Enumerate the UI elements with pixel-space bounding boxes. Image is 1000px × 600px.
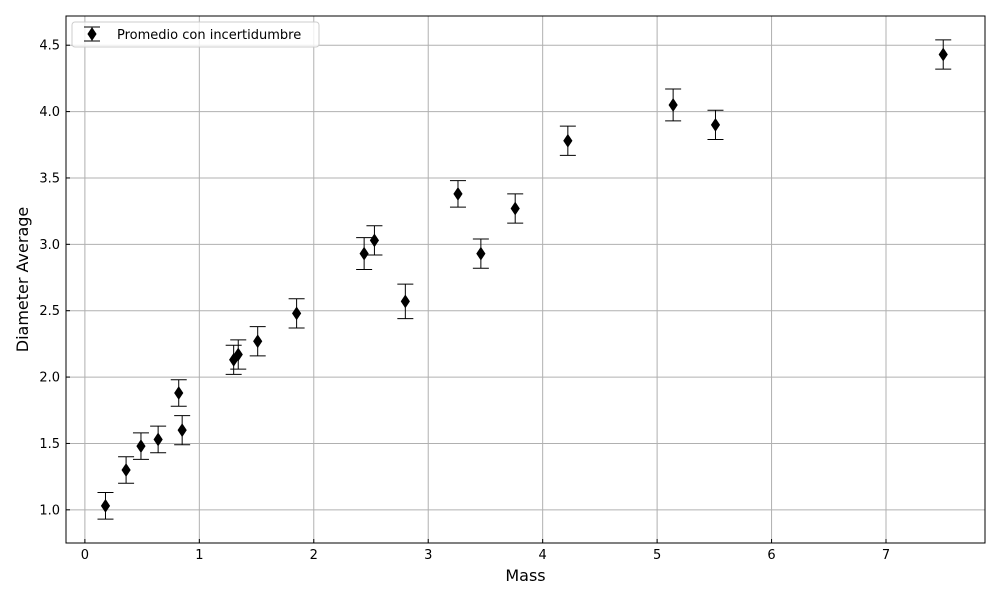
data-marker <box>400 294 410 309</box>
y-tick-label: 1.5 <box>39 437 60 452</box>
data-point <box>507 193 524 224</box>
y-tick-label: 2.5 <box>39 304 60 319</box>
x-tick-label: 5 <box>653 548 661 563</box>
data-marker <box>938 47 948 62</box>
data-point <box>935 39 952 70</box>
data-marker <box>563 133 573 148</box>
data-marker <box>233 347 243 362</box>
data-marker <box>510 201 520 216</box>
data-marker <box>174 386 184 400</box>
x-tick-label: 7 <box>882 548 890 563</box>
data-marker <box>668 98 678 112</box>
data-marker <box>476 246 486 261</box>
grid-lines <box>66 16 985 543</box>
data-point <box>366 225 383 256</box>
y-axis-label: Diameter Average <box>13 207 32 352</box>
data-point <box>665 88 682 122</box>
legend: Promedio con incertidumbre <box>71 21 320 48</box>
data-marker <box>710 117 721 132</box>
data-marker <box>253 334 263 349</box>
data-marker <box>153 432 163 447</box>
data-point <box>170 379 187 407</box>
data-point <box>397 283 414 320</box>
y-tick-label: 1.0 <box>39 503 60 518</box>
data-marker <box>136 439 146 453</box>
y-tick-label: 2.0 <box>39 371 60 386</box>
x-tick-label: 2 <box>310 548 318 563</box>
data-point <box>449 180 466 208</box>
x-tick-label: 4 <box>539 548 547 563</box>
legend-label: Promedio con incertidumbre <box>117 28 301 43</box>
data-point <box>174 415 191 446</box>
data-point <box>97 492 114 520</box>
plot-frame <box>65 15 986 544</box>
data-point <box>288 298 305 329</box>
x-axis-ticks: 0 1 2 3 4 5 6 7 <box>81 539 890 563</box>
data-point <box>472 238 489 269</box>
data-point <box>118 456 135 484</box>
data-point <box>230 339 247 370</box>
data-marker <box>359 246 369 261</box>
data-marker <box>453 186 463 201</box>
x-tick-label: 6 <box>767 548 775 563</box>
data-marker <box>87 27 97 41</box>
x-tick-label: 3 <box>424 548 432 563</box>
data-marker <box>100 498 111 513</box>
data-point <box>150 425 167 454</box>
data-marker <box>292 306 302 321</box>
x-tick-label: 1 <box>195 548 203 563</box>
data-point <box>249 326 266 357</box>
x-axis-label: Mass <box>505 566 545 585</box>
data-points <box>97 39 952 520</box>
y-tick-label: 3.5 <box>39 171 60 186</box>
legend-marker <box>84 26 100 42</box>
data-point <box>707 109 724 140</box>
y-tick-label: 4.5 <box>39 39 60 54</box>
data-marker <box>177 423 187 438</box>
data-marker <box>369 233 380 248</box>
y-tick-label: 4.0 <box>39 105 60 120</box>
data-point <box>356 237 373 271</box>
y-tick-label: 3.0 <box>39 238 60 253</box>
data-marker <box>121 463 131 477</box>
y-axis-ticks: 1.0 1.5 2.0 2.5 3.0 3.5 4.0 4.5 <box>39 39 70 518</box>
legend-box <box>71 21 320 48</box>
x-tick-label: 0 <box>81 548 89 563</box>
data-point <box>559 125 576 156</box>
data-point <box>132 432 149 460</box>
